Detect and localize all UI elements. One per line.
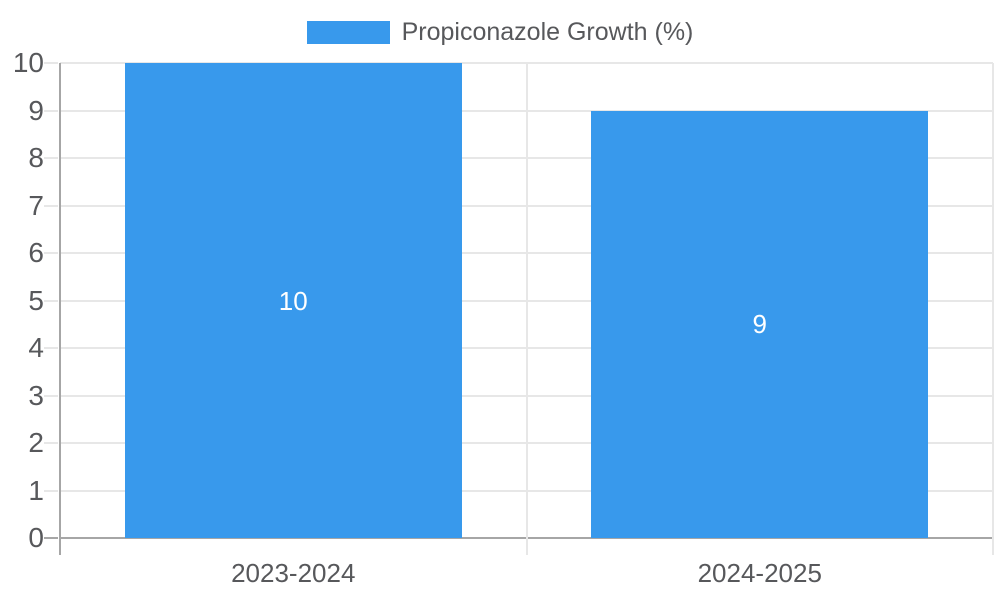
y-tick <box>44 394 58 397</box>
bar-value-label: 10 <box>278 285 308 316</box>
y-tick-label: 10 <box>12 47 44 78</box>
y-axis-line <box>59 63 61 555</box>
y-tick <box>44 157 58 159</box>
plot-area: 10 9 <box>44 62 994 555</box>
x-tick-label: 2023-2024 <box>231 558 356 588</box>
y-tick-label: 8 <box>28 142 44 173</box>
y-tick-label: 9 <box>28 94 44 126</box>
v-gridline <box>525 63 528 555</box>
y-tick-label: 3 <box>28 379 44 411</box>
legend: Propiconazole Growth (%) <box>0 17 1000 47</box>
x-tick-label: 2024-2025 <box>697 558 822 588</box>
v-gridline <box>992 63 994 555</box>
legend-swatch-icon <box>306 20 390 44</box>
y-tick <box>44 299 58 302</box>
y-tick-label: 1 <box>28 474 44 506</box>
bar-value-label: 9 <box>752 309 767 340</box>
y-tick-label: 2 <box>28 427 44 458</box>
legend-label: Propiconazole Growth (%) <box>401 17 694 46</box>
y-tick-label: 4 <box>28 332 44 363</box>
y-tick <box>44 252 58 254</box>
y-tick <box>44 109 58 112</box>
y-tick <box>44 347 58 349</box>
y-tick <box>44 489 58 492</box>
bar-2023-2024[interactable]: 10 <box>124 63 462 538</box>
legend-item[interactable]: Propiconazole Growth (%) <box>306 17 694 46</box>
y-tick <box>44 537 58 539</box>
bar-2024-2025[interactable]: 9 <box>591 110 929 538</box>
y-tick-label: 5 <box>28 284 44 316</box>
y-tick <box>44 62 58 64</box>
y-tick-label: 7 <box>28 189 44 221</box>
y-tick-label: 0 <box>28 522 44 553</box>
y-tick <box>44 204 58 207</box>
y-tick <box>44 442 58 444</box>
y-tick-label: 6 <box>28 237 44 268</box>
